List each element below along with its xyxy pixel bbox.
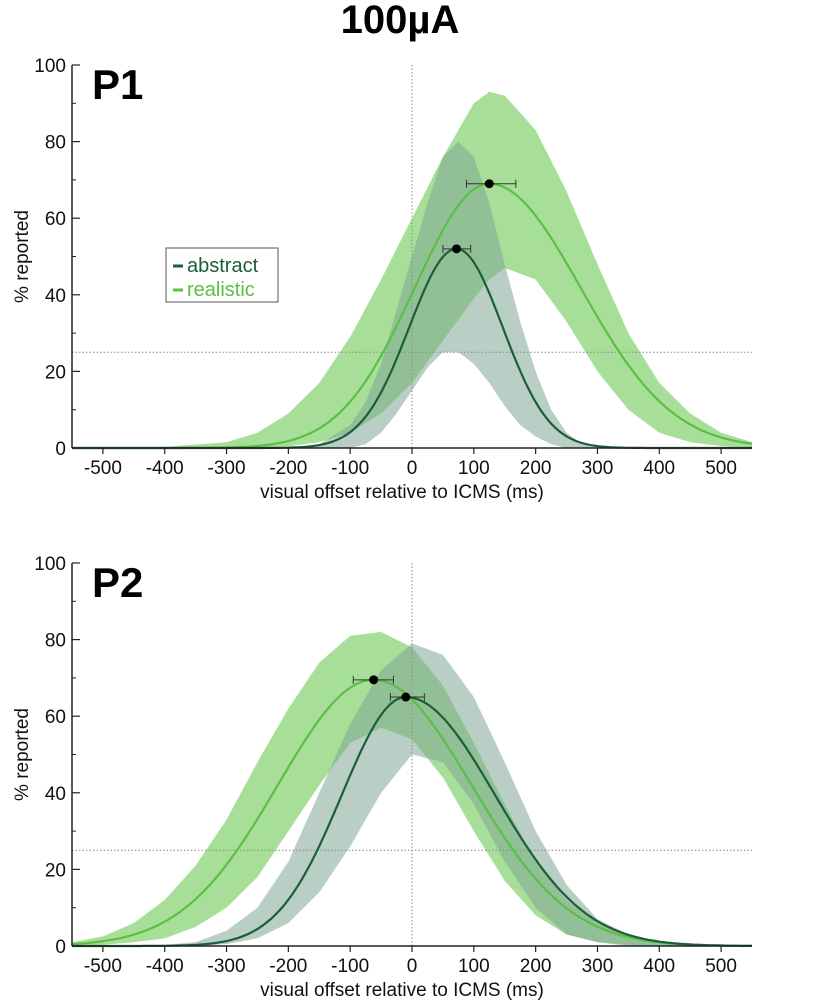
- y-tick-label: 20: [45, 362, 66, 383]
- peak-point-abstract: [401, 692, 411, 702]
- x-tick-label: -100: [331, 458, 369, 479]
- y-tick-label: 0: [55, 439, 66, 460]
- y-axis-title: % reported: [12, 708, 33, 801]
- x-tick-label: -200: [269, 956, 307, 977]
- panel-label: P1: [92, 61, 143, 108]
- x-tick-label: -100: [331, 956, 369, 977]
- legend-label-realistic: realistic: [187, 279, 255, 301]
- y-tick-label: 20: [45, 860, 66, 881]
- x-axis-title: visual offset relative to ICMS (ms): [260, 980, 544, 1000]
- y-tick-label: 60: [45, 707, 66, 728]
- x-tick-label: 200: [520, 956, 552, 977]
- x-tick-label: -200: [269, 458, 307, 479]
- x-tick-label: 100: [458, 956, 490, 977]
- panel-label: P2: [92, 559, 143, 606]
- x-tick-label: 500: [705, 458, 737, 479]
- peak-point-realistic: [369, 675, 379, 685]
- x-tick-label: -400: [146, 956, 184, 977]
- x-tick-label: -500: [84, 458, 122, 479]
- x-axis-title: visual offset relative to ICMS (ms): [260, 482, 544, 503]
- x-tick-label: 0: [407, 956, 418, 977]
- x-tick-label: 500: [705, 956, 737, 977]
- y-tick-label: 80: [45, 631, 66, 652]
- y-tick-label: 40: [45, 286, 66, 307]
- legend-box: [165, 247, 279, 303]
- x-tick-label: -500: [84, 956, 122, 977]
- y-tick-label: 60: [45, 209, 66, 230]
- peak-point-realistic: [484, 179, 494, 189]
- x-tick-label: 300: [582, 458, 614, 479]
- legend: abstract realistic: [165, 247, 279, 303]
- y-tick-label: 0: [55, 937, 66, 958]
- x-tick-label: 100: [458, 458, 490, 479]
- panel-p2: 0 20 40 60 80 100 -500 -400 -300 -200 -100 0 100 200 3…: [12, 554, 753, 1000]
- band-realistic: [72, 631, 752, 946]
- x-tick-label: -300: [208, 956, 246, 977]
- panel-p1: 0 20 40 60 80 100 -500 -400 -300 -200 -100 0 100 200 3…: [12, 56, 753, 503]
- x-tick-label: 200: [520, 458, 552, 479]
- y-tick-label: 100: [34, 56, 66, 77]
- x-tick-label: 400: [643, 956, 675, 977]
- band-abstract: [133, 643, 691, 946]
- y-tick-label: 100: [34, 554, 66, 575]
- peak-point-abstract: [452, 244, 462, 254]
- curve-realistic: [71, 678, 753, 947]
- x-tick-label: 300: [582, 956, 614, 977]
- legend-label-abstract: abstract: [187, 255, 259, 277]
- y-tick-label: 40: [45, 784, 66, 805]
- y-tick-label: 80: [45, 133, 66, 154]
- x-tick-label: -400: [146, 458, 184, 479]
- x-tick-label: -300: [208, 458, 246, 479]
- main-title: 100µA: [341, 0, 460, 42]
- x-tick-label: 400: [643, 458, 675, 479]
- y-axis-title: % reported: [12, 210, 33, 303]
- x-tick-label: 0: [407, 458, 418, 479]
